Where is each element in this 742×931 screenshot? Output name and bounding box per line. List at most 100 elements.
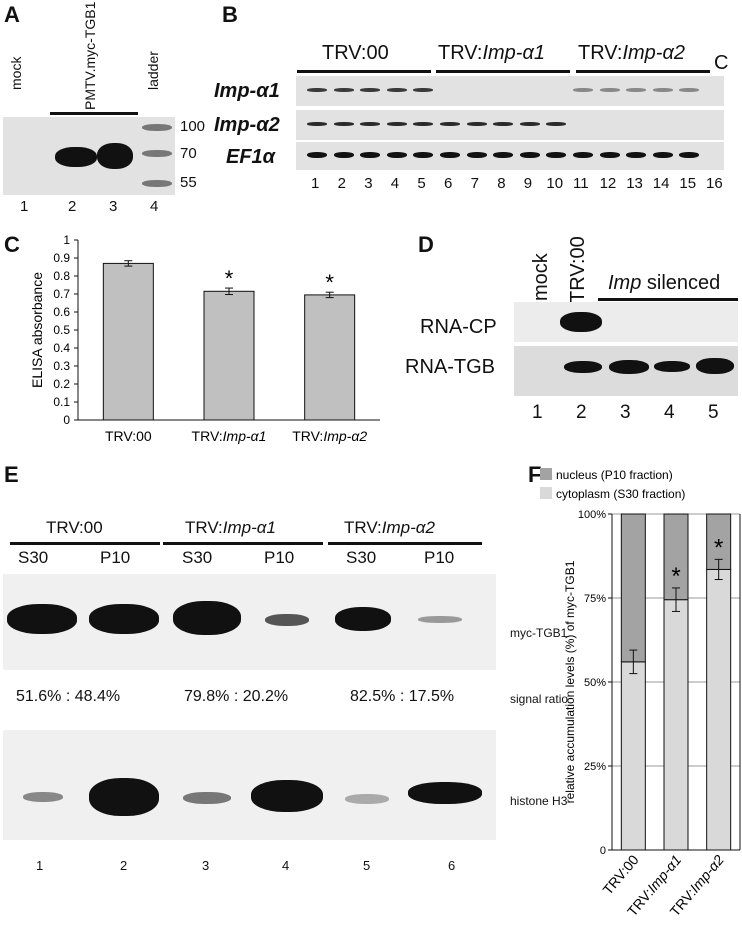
panel-b-lane-number: 9 [523, 175, 533, 192]
panel-a-marker-70: 70 [180, 145, 197, 162]
panel-b-band [679, 152, 700, 158]
panel-e-histone-band-5 [345, 794, 389, 804]
panel-b-band [307, 88, 327, 92]
panel-d-label: D [418, 232, 434, 257]
panel-b-lane-number: 2 [337, 175, 346, 192]
panel-b-row-imp-a1: Imp-α1 [214, 80, 280, 102]
panel-d-imp-silenced: Imp silenced [608, 272, 721, 294]
panel-b-lane-number: 6 [444, 175, 453, 192]
panel-b-band [413, 152, 434, 158]
panel-f-y-tick-label: 0 [600, 845, 606, 857]
panel-b-band [360, 152, 381, 158]
panel-b-group-2: TRV:Imp-α1 [438, 42, 545, 64]
panel-c-y-tick-label: 0.3 [53, 359, 70, 373]
panel-a-lane-4: 4 [150, 198, 159, 215]
panel-b-band [386, 88, 407, 92]
panel-a-ladder-100 [142, 124, 172, 131]
panel-e-group-3-bar [328, 542, 482, 545]
panel-b-band [573, 152, 593, 158]
panel-d-band-tgb-lane5 [696, 358, 734, 374]
panel-c-y-tick-label: 0.6 [53, 305, 70, 319]
panel-a-lane-2: 2 [68, 198, 77, 215]
panel-e-ratio-label: signal ratio [510, 692, 569, 706]
panel-b-band [599, 88, 620, 92]
panel-b-lane-number: 14 [652, 175, 670, 192]
panel-d-row-rna-tgb: RNA-TGB [405, 356, 495, 378]
panel-e-histone-band-2 [89, 778, 159, 816]
panel-f-legend-swatch [540, 487, 552, 499]
panel-b-band [679, 88, 700, 92]
panel-c-label: C [4, 232, 20, 257]
panel-e-histone-band-3 [183, 792, 231, 804]
panel-e-lane-3: 3 [202, 858, 210, 873]
panel-f-bar-segment [620, 513, 646, 663]
panel-b-label: B [222, 2, 238, 27]
panel-b-band [413, 122, 434, 126]
panel-d-lane-2: 2 [576, 402, 587, 423]
panel-e-histone-band-1 [23, 792, 63, 802]
panel-b-band [307, 152, 327, 158]
panel-f-y-axis-label: relative accumulation levels (%) of myc-… [563, 560, 577, 803]
panel-b-band [546, 152, 567, 158]
panel-e-lane-5: 5 [363, 858, 371, 873]
panel-b-band [333, 88, 354, 92]
panel-e-group-1-bar [10, 542, 160, 545]
panel-a-construct-bar [50, 112, 138, 115]
panel-b-band [546, 122, 567, 126]
panel-f-legend-swatch [540, 468, 552, 480]
panel-e-group-1: TRV:00 [46, 518, 103, 537]
panel-d-silenced-bar [598, 298, 738, 301]
panel-a-marker-100: 100 [180, 118, 206, 135]
panel-a-ladder-55 [142, 180, 172, 187]
panel-d-band-tgb-lane3 [609, 360, 649, 374]
panel-c-significance: * [325, 270, 334, 295]
panel-e-ratio-1: 51.6% : 48.4% [16, 688, 121, 705]
panel-b-band [573, 88, 593, 92]
panel-b-lane-number: 16 [706, 175, 723, 192]
panel-c-x-tick-label: TRV:Imp-α1 [192, 428, 267, 444]
panel-b-band [599, 152, 620, 158]
panel-b-band [413, 88, 434, 92]
panel-d-lane-3: 3 [620, 402, 631, 423]
panel-b-band [360, 122, 381, 126]
panel-b-band [519, 122, 540, 126]
panel-e-fraction-5: S30 [346, 548, 377, 567]
panel-b-band [652, 88, 673, 92]
panel-b-lane-number: 1 [311, 175, 320, 192]
panel-b-lane-number: 15 [679, 175, 697, 192]
panel-d-lane-5: 5 [708, 402, 719, 423]
panel-e-blot-myc [3, 574, 496, 670]
panel-d-band-tgb-lane2 [564, 361, 602, 373]
panel-c-y-tick-label: 0.2 [53, 377, 70, 391]
panel-a-lane-1: 1 [20, 198, 29, 215]
panel-c-y-tick-label: 0.7 [53, 287, 70, 301]
panel-b-band [652, 152, 673, 158]
panel-c-bar [102, 262, 154, 421]
panel-f-label: F [528, 462, 542, 487]
panel-b-band [626, 152, 647, 158]
panel-e-blot-myc-label: myc-TGB1 [510, 626, 568, 640]
panel-e-label: E [4, 462, 19, 487]
panel-a-label: A [4, 2, 20, 27]
panel-b-group-3: TRV:Imp-α2 [578, 42, 685, 64]
panel-c-y-tick-label: 0.9 [53, 251, 70, 265]
panel-b-row-imp-a2: Imp-α2 [214, 114, 280, 136]
panel-e-blot-histone [3, 730, 496, 840]
panel-d-lane-1: 1 [532, 402, 543, 423]
panel-c-x-tick-label: TRV:Imp-α2 [292, 428, 367, 444]
panel-e-lane-6: 6 [448, 858, 456, 873]
panel-e-myc-band-4 [265, 614, 309, 626]
panel-b-band [440, 152, 460, 158]
panel-e-lane-1: 1 [36, 858, 44, 873]
panel-c-y-tick-label: 0.1 [53, 395, 70, 409]
panel-f-legend-label: nucleus (P10 fraction) [556, 468, 673, 482]
panel-b-band [466, 152, 487, 158]
panel-b-lane-number: 12 [599, 175, 617, 192]
panel-b-row-ef1a: EF1α [226, 146, 276, 168]
panel-b-lane-number: 7 [470, 175, 479, 192]
panel-e-histone-band-4 [251, 780, 323, 812]
panel-b-band [307, 122, 327, 126]
panel-c-y-tick-label: 1 [63, 233, 70, 247]
panel-e-fraction-4: P10 [264, 548, 295, 567]
